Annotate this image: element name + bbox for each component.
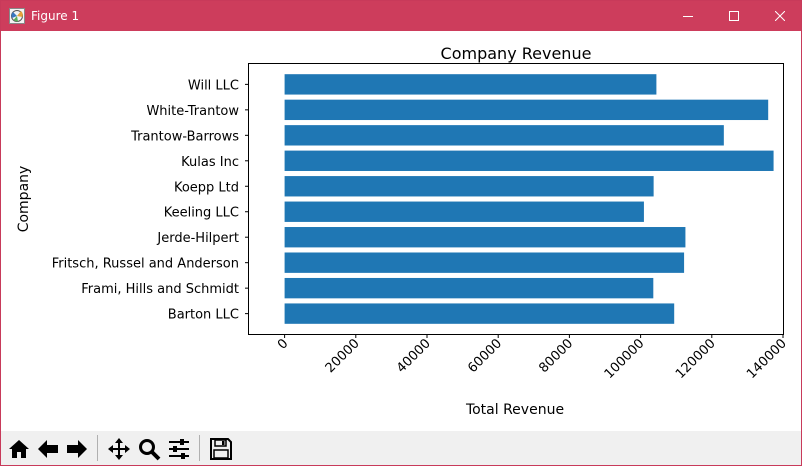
navigation-toolbar: [1, 431, 801, 465]
close-button[interactable]: [757, 1, 802, 31]
minimize-button[interactable]: [665, 1, 711, 31]
back-button[interactable]: [34, 435, 62, 463]
y-tick-label-0: Barton LLC: [168, 308, 239, 323]
bar-9: [284, 74, 657, 95]
bar-2: [284, 252, 685, 273]
home-button[interactable]: [5, 435, 33, 463]
bar-1: [284, 277, 654, 299]
sliders-icon: [169, 439, 189, 459]
pan-button[interactable]: [105, 435, 133, 463]
arrow-right-icon: [67, 440, 87, 458]
y-tick-label-7: Trantow-Barrows: [130, 129, 239, 144]
figure-canvas: Company Revenue Barton LLC Frami, Hills a…: [1, 31, 801, 431]
minimize-icon: [683, 16, 693, 17]
y-tick-label-8: White-Trantow: [146, 104, 239, 119]
toolbar-separator: [199, 435, 200, 461]
bar-6: [284, 150, 774, 171]
floppy-disk-icon: [210, 438, 232, 460]
arrow-left-icon: [38, 440, 58, 458]
title-bar[interactable]: Figure 1: [1, 1, 801, 31]
move-icon: [108, 438, 130, 460]
y-tick-label-1: Frami, Hills and Schmidt: [81, 282, 239, 297]
y-tick-label-2: Fritsch, Russel and Anderson: [52, 257, 239, 272]
configure-subplots-button[interactable]: [165, 435, 193, 463]
y-tick-label-9: Will LLC: [188, 78, 239, 93]
y-tick-label-4: Keeling LLC: [164, 206, 239, 221]
window-title: Figure 1: [31, 9, 80, 23]
y-tick-label-3: Jerde-Hilpert: [156, 231, 239, 246]
forward-button[interactable]: [63, 435, 91, 463]
chart-title: Company Revenue: [441, 44, 592, 63]
maximize-button[interactable]: [711, 1, 757, 31]
zoom-button[interactable]: [135, 435, 163, 463]
bar-0: [284, 303, 675, 324]
home-icon: [9, 440, 29, 458]
y-tick-label-5: Koepp Ltd: [174, 180, 239, 195]
bar-3: [284, 227, 686, 248]
bar-7: [284, 125, 724, 146]
bar-5: [284, 176, 654, 197]
magnifier-icon: [139, 439, 161, 461]
maximize-icon: [729, 11, 739, 21]
save-button[interactable]: [207, 435, 235, 463]
x-axis-label: Total Revenue: [465, 402, 564, 418]
y-axis-label: Company: [16, 166, 32, 233]
bar-4: [284, 201, 644, 222]
matplotlib-app-icon: [9, 8, 25, 24]
toolbar-separator: [97, 435, 98, 461]
bar-8: [284, 99, 769, 121]
close-icon: [775, 11, 785, 21]
plot-area-frame: [248, 63, 784, 335]
y-tick-label-6: Kulas Inc: [181, 155, 239, 170]
